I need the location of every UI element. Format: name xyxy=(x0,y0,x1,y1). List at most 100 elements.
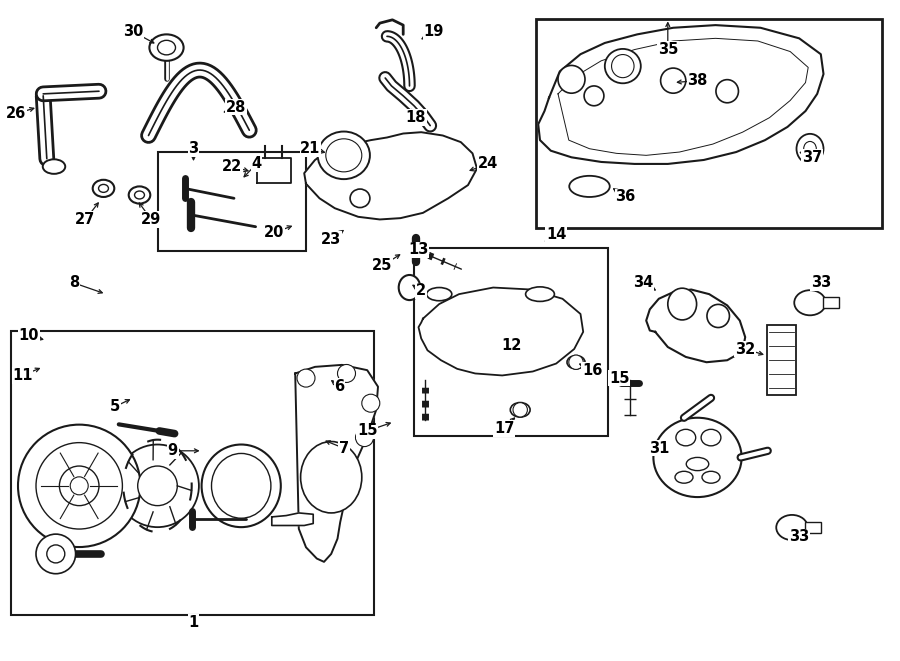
Ellipse shape xyxy=(301,442,362,513)
Ellipse shape xyxy=(686,457,709,471)
Text: 34: 34 xyxy=(634,276,653,290)
Text: 22: 22 xyxy=(222,159,242,174)
Circle shape xyxy=(356,428,373,447)
Ellipse shape xyxy=(149,34,184,61)
Text: 13: 13 xyxy=(409,243,428,257)
Text: 3: 3 xyxy=(188,141,199,156)
Circle shape xyxy=(338,364,356,383)
Text: 16: 16 xyxy=(582,363,602,377)
Text: 26: 26 xyxy=(6,106,26,121)
Text: 31: 31 xyxy=(649,441,669,455)
Text: 4: 4 xyxy=(251,157,262,171)
Text: 7: 7 xyxy=(338,441,349,455)
Ellipse shape xyxy=(653,418,742,497)
Ellipse shape xyxy=(427,288,452,301)
Ellipse shape xyxy=(707,304,729,327)
Text: 6: 6 xyxy=(334,379,345,394)
Ellipse shape xyxy=(701,430,721,446)
Ellipse shape xyxy=(212,453,271,518)
Polygon shape xyxy=(272,513,313,525)
Text: 10: 10 xyxy=(19,329,39,343)
Ellipse shape xyxy=(558,65,585,93)
Bar xyxy=(823,297,839,308)
Text: 2: 2 xyxy=(416,284,427,298)
Ellipse shape xyxy=(526,287,554,301)
Text: 21: 21 xyxy=(301,141,320,156)
Bar xyxy=(805,522,821,533)
Ellipse shape xyxy=(93,180,114,197)
Text: 33: 33 xyxy=(811,276,831,290)
Ellipse shape xyxy=(584,86,604,106)
Text: 25: 25 xyxy=(373,258,392,273)
Bar xyxy=(158,152,306,251)
Ellipse shape xyxy=(612,55,634,78)
Ellipse shape xyxy=(158,40,176,55)
Circle shape xyxy=(36,443,122,529)
Ellipse shape xyxy=(661,68,686,93)
Bar xyxy=(536,19,882,228)
Text: 24: 24 xyxy=(478,157,498,171)
Text: 14: 14 xyxy=(546,227,566,242)
Ellipse shape xyxy=(43,159,65,174)
Circle shape xyxy=(362,394,380,412)
Text: 5: 5 xyxy=(110,399,121,414)
Ellipse shape xyxy=(399,275,420,300)
Text: 28: 28 xyxy=(226,100,246,114)
Bar xyxy=(11,330,374,615)
Text: 33: 33 xyxy=(789,529,809,544)
Text: 17: 17 xyxy=(494,421,514,436)
Text: 20: 20 xyxy=(265,225,284,240)
Ellipse shape xyxy=(796,134,824,164)
Text: 9: 9 xyxy=(167,444,178,458)
Text: 18: 18 xyxy=(406,110,426,125)
Text: 32: 32 xyxy=(735,342,755,356)
Ellipse shape xyxy=(675,471,693,483)
Ellipse shape xyxy=(135,191,144,199)
Text: 11: 11 xyxy=(13,368,32,383)
Ellipse shape xyxy=(350,189,370,208)
Ellipse shape xyxy=(510,403,530,417)
Circle shape xyxy=(513,403,527,417)
Circle shape xyxy=(297,369,315,387)
Bar xyxy=(767,325,796,395)
Circle shape xyxy=(59,466,99,506)
Polygon shape xyxy=(304,132,477,219)
Text: 27: 27 xyxy=(76,212,95,227)
Circle shape xyxy=(47,545,65,563)
Text: 23: 23 xyxy=(321,232,341,247)
Ellipse shape xyxy=(668,288,697,320)
Ellipse shape xyxy=(804,141,816,156)
Ellipse shape xyxy=(567,356,585,369)
Bar xyxy=(414,248,608,436)
Text: 37: 37 xyxy=(802,150,822,165)
Circle shape xyxy=(70,477,88,495)
Text: 8: 8 xyxy=(68,276,79,290)
Ellipse shape xyxy=(202,444,281,527)
Text: 35: 35 xyxy=(658,42,678,57)
Ellipse shape xyxy=(794,290,826,315)
Text: 38: 38 xyxy=(688,73,707,88)
Text: 36: 36 xyxy=(616,190,635,204)
Text: 12: 12 xyxy=(501,338,521,352)
Polygon shape xyxy=(418,288,583,375)
Text: 1: 1 xyxy=(188,615,199,630)
Circle shape xyxy=(569,355,583,369)
Circle shape xyxy=(36,534,76,574)
Text: 30: 30 xyxy=(123,24,143,39)
Polygon shape xyxy=(538,25,824,164)
Text: 29: 29 xyxy=(141,212,161,227)
Polygon shape xyxy=(295,365,378,562)
Circle shape xyxy=(138,466,177,506)
Ellipse shape xyxy=(569,176,610,197)
Ellipse shape xyxy=(116,444,199,527)
Ellipse shape xyxy=(676,430,696,446)
Ellipse shape xyxy=(318,132,370,179)
Ellipse shape xyxy=(605,49,641,83)
Circle shape xyxy=(18,424,140,547)
Ellipse shape xyxy=(716,79,738,102)
Text: 15: 15 xyxy=(609,371,629,385)
Text: 19: 19 xyxy=(424,24,444,39)
Ellipse shape xyxy=(776,515,808,540)
Ellipse shape xyxy=(702,471,720,483)
Ellipse shape xyxy=(99,184,109,192)
